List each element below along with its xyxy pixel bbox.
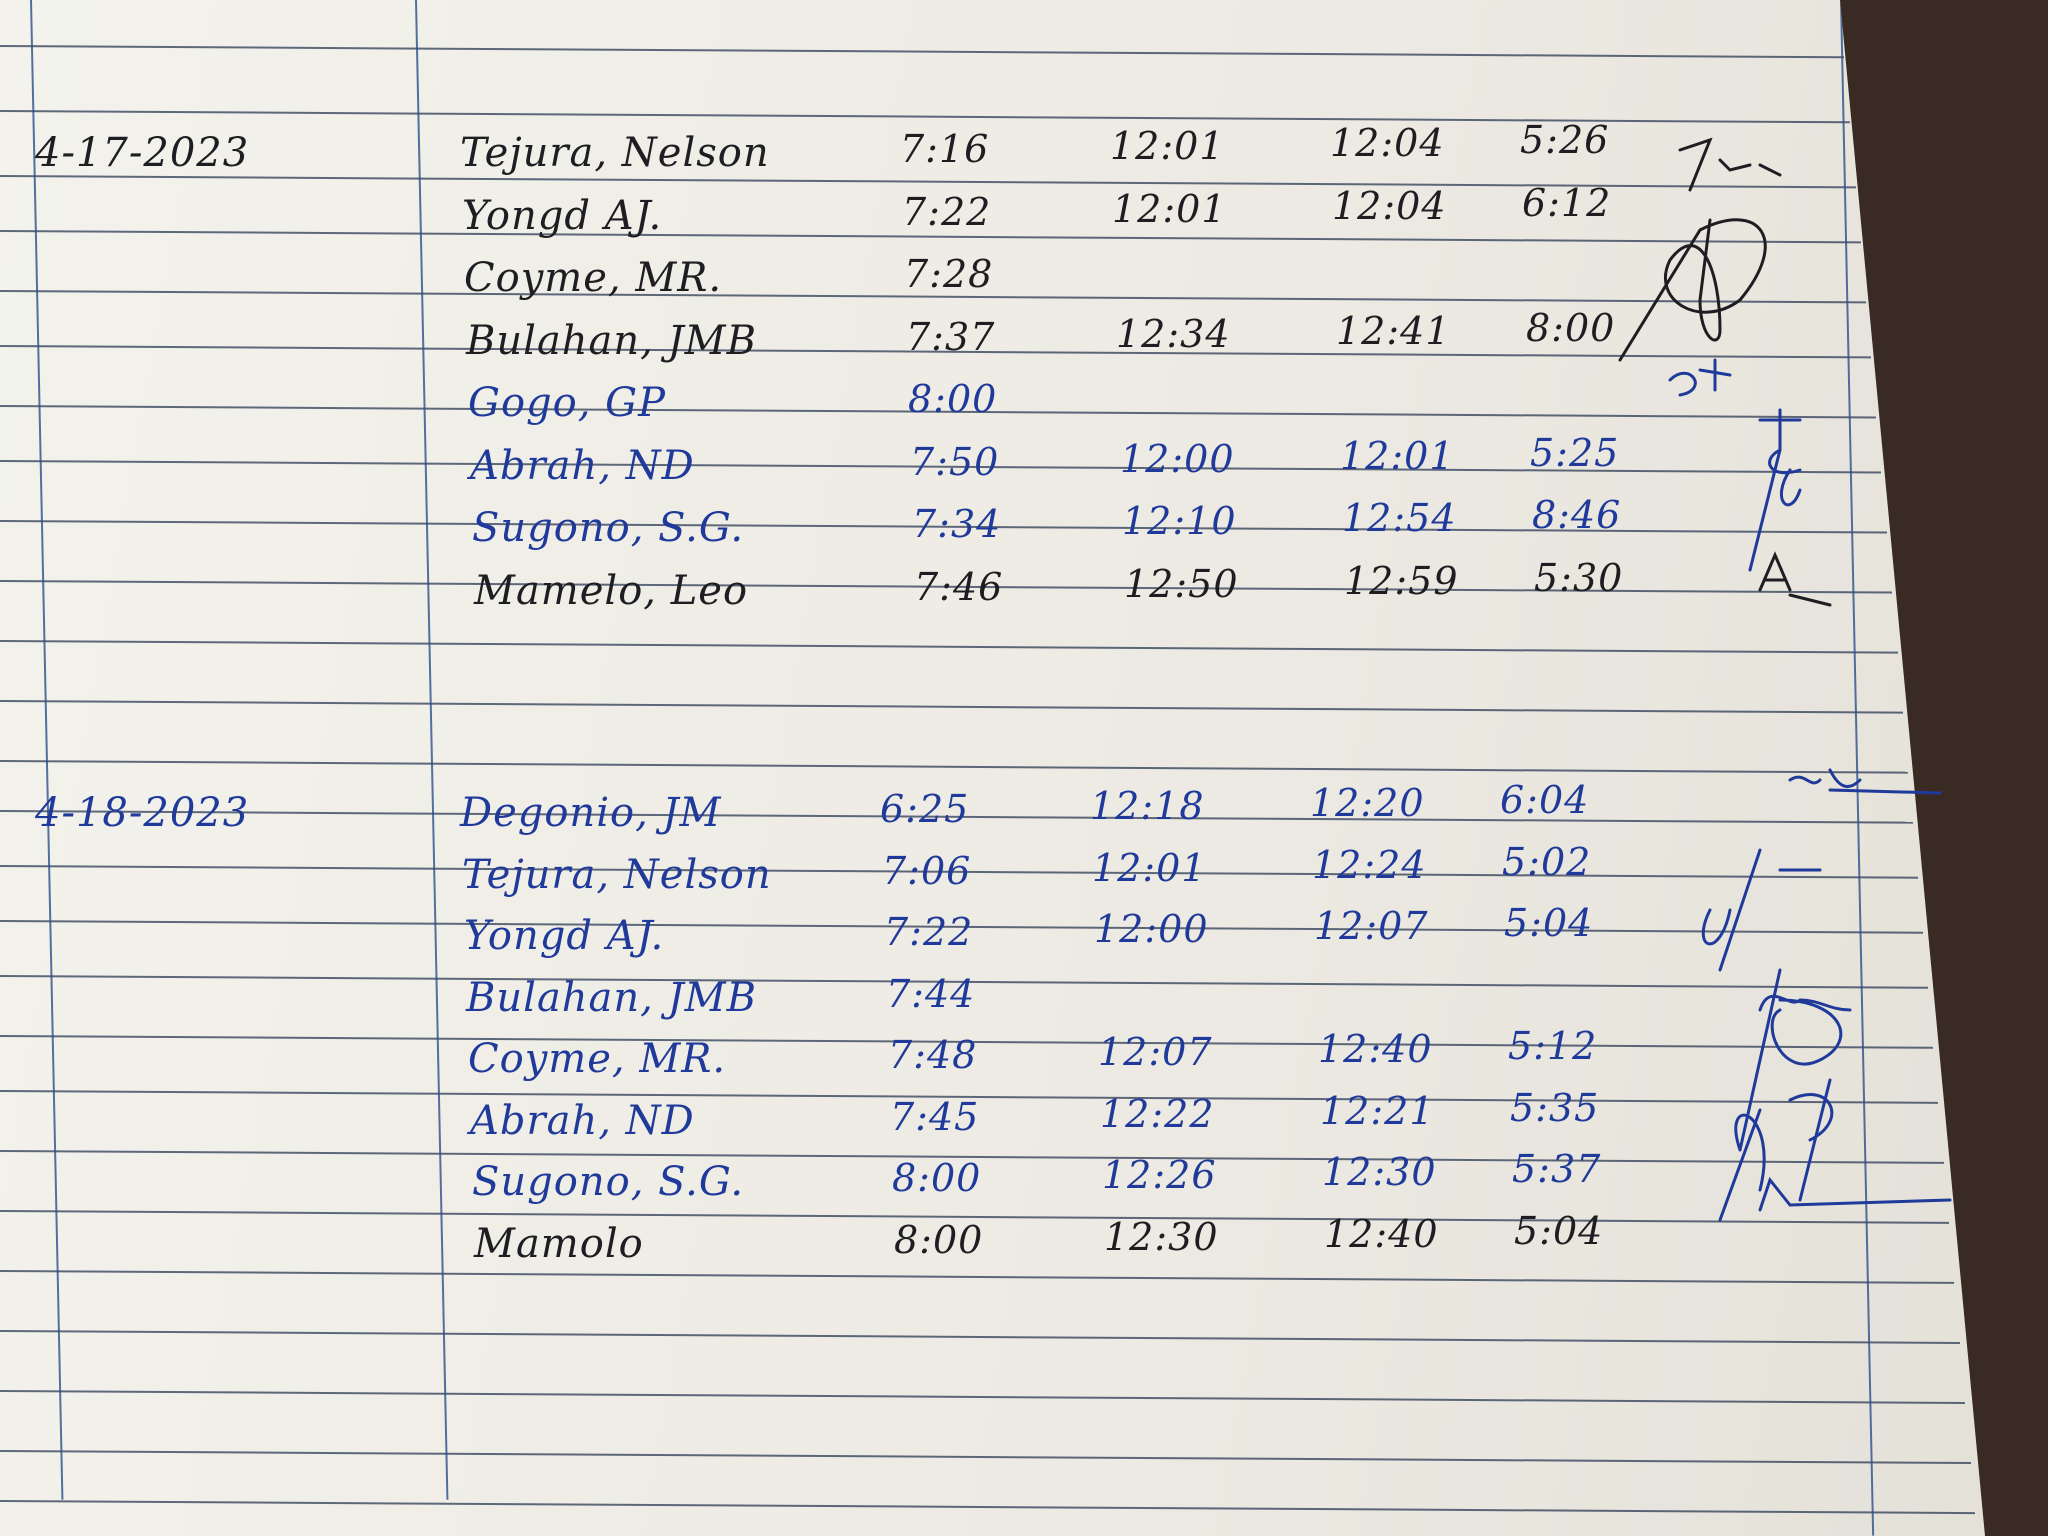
time-in-am: 7:28: [904, 252, 994, 296]
time-out-am: 12:10: [1122, 499, 1237, 543]
time-out-am: 12:01: [1112, 186, 1227, 231]
time-in-am: 7:22: [884, 910, 974, 954]
time-out-am: 12:01: [1092, 845, 1207, 890]
time-out-pm: 5:30: [1534, 555, 1624, 600]
time-out-am: 12:00: [1094, 907, 1209, 951]
time-in-am: 7:22: [902, 189, 992, 234]
employee-name: Mamelo, Leo: [474, 567, 749, 614]
time-in-pm: 12:40: [1318, 1027, 1433, 1071]
employee-name: Sugono, S.G.: [472, 1159, 745, 1205]
time-in-pm: 12:24: [1312, 842, 1427, 887]
time-in-pm: 12:30: [1322, 1150, 1437, 1194]
time-out-pm: 5:12: [1508, 1024, 1598, 1068]
time-out-am: 12:30: [1104, 1214, 1219, 1259]
time-in-am: 7:34: [912, 502, 1002, 546]
time-out-pm: 6:04: [1500, 778, 1590, 822]
employee-name: Mamolo: [474, 1220, 644, 1267]
time-in-am: 7:06: [882, 848, 972, 893]
time-out-pm: 5:25: [1530, 430, 1620, 475]
time-in-am: 7:45: [890, 1094, 980, 1139]
signature-mark: [1701, 848, 1822, 972]
signature-mark: [1788, 768, 1942, 795]
time-out-pm: 8:46: [1532, 493, 1622, 537]
time-in-am: 7:50: [910, 439, 1000, 484]
logbook-page: [0, 0, 1985, 1536]
time-out-pm: 5:35: [1510, 1085, 1600, 1130]
employee-name: Degonio, JM: [460, 790, 722, 836]
time-in-pm: 12:04: [1330, 121, 1445, 165]
employee-name: Abrah, ND: [470, 1097, 695, 1144]
time-in-pm: 12:54: [1342, 496, 1457, 540]
time-in-pm: 12:21: [1320, 1088, 1435, 1133]
employee-name: Tejura, Nelson: [460, 130, 770, 176]
section-date: 4-17-2023: [35, 130, 250, 176]
signature-mark: [1678, 137, 1782, 192]
time-out-pm: 5:37: [1512, 1147, 1602, 1191]
employee-name: Yongd AJ.: [464, 913, 665, 959]
time-out-am: 12:07: [1098, 1030, 1213, 1074]
time-in-pm: 12:04: [1332, 183, 1447, 228]
signature-mark: [1668, 358, 1732, 397]
employee-name: Bulahan, JMB: [466, 317, 757, 364]
time-out-am: 12:50: [1124, 561, 1239, 606]
time-out-am: 12:22: [1100, 1091, 1215, 1136]
time-in-pm: 12:20: [1310, 781, 1425, 825]
time-in-pm: 12:40: [1324, 1211, 1439, 1256]
time-out-pm: 6:12: [1522, 180, 1612, 225]
time-out-pm: 5:04: [1514, 1208, 1604, 1253]
time-in-am: 7:37: [906, 314, 996, 359]
employee-name: Tejura, Nelson: [462, 851, 772, 898]
time-in-am: 8:00: [894, 1217, 984, 1262]
time-in-pm: 12:01: [1340, 433, 1455, 478]
time-in-pm: 12:07: [1314, 904, 1429, 948]
time-in-pm: 12:41: [1336, 308, 1451, 353]
employee-name: Sugono, S.G.: [472, 505, 745, 551]
time-in-pm: 12:59: [1344, 558, 1459, 603]
employee-name: Coyme, MR.: [468, 1036, 727, 1082]
employee-name: Yongd AJ.: [462, 192, 663, 239]
time-in-am: 7:16: [900, 127, 990, 171]
time-in-am: 7:46: [914, 564, 1004, 609]
time-out-am: 12:01: [1110, 124, 1225, 168]
signature-mark: [1618, 218, 1767, 362]
employee-name: Abrah, ND: [470, 442, 695, 489]
signature-mark: [1748, 408, 1802, 572]
signature-mark: [1718, 968, 1952, 1222]
time-out-pm: 8:00: [1526, 305, 1616, 350]
time-out-pm: 5:04: [1504, 901, 1594, 945]
time-in-am: 7:48: [888, 1033, 978, 1077]
time-in-am: 8:00: [908, 377, 998, 421]
time-out-pm: 5:02: [1502, 839, 1592, 884]
section-date: 4-18-2023: [35, 790, 250, 836]
employee-name: Bulahan, JMB: [466, 974, 757, 1021]
time-out-am: 12:26: [1102, 1153, 1217, 1197]
time-in-am: 7:44: [886, 971, 976, 1016]
time-in-am: 6:25: [880, 787, 970, 831]
time-in-am: 8:00: [892, 1156, 982, 1200]
employee-name: Coyme, MR.: [464, 255, 723, 301]
time-out-am: 12:00: [1120, 436, 1235, 481]
employee-name: Gogo, GP: [468, 380, 667, 426]
time-out-am: 12:34: [1116, 311, 1231, 356]
time-out-am: 12:18: [1090, 784, 1205, 828]
time-out-pm: 5:26: [1520, 118, 1610, 162]
signature-mark: [1758, 551, 1832, 607]
